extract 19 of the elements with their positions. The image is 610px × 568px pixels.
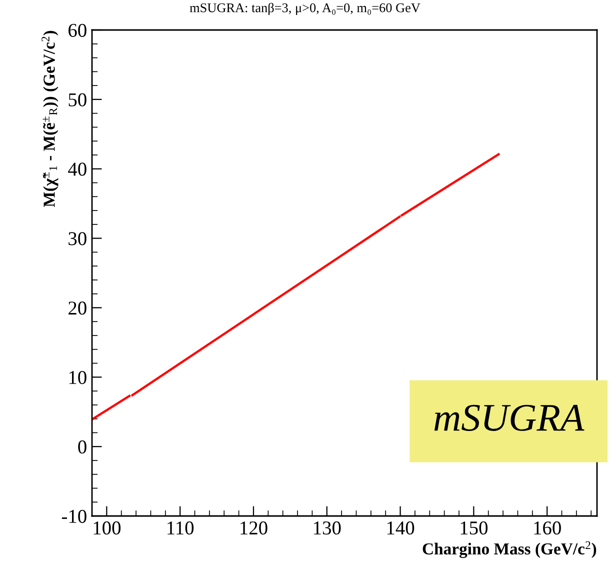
y-tick-label: 40 <box>68 162 86 176</box>
x-tick-label: 130 <box>314 521 341 535</box>
x-axis-title: Chargino Mass (GeV/c$^{2}$) <box>422 541 596 558</box>
y-tick-label: 0 <box>78 440 86 454</box>
y-tick-label: 50 <box>68 93 86 106</box>
y-tick-label: 20 <box>68 302 86 315</box>
x-tick-label: 120 <box>240 521 268 535</box>
y-tick-label: 60 <box>68 24 86 37</box>
y-tick-label: -10 <box>62 510 86 523</box>
y-tick-label: 10 <box>69 370 86 384</box>
x-tick-label: 150 <box>460 521 488 535</box>
chart-title: mSUGRA: tanβ=3, μ>0, A₀=0, m₀=60 GeV <box>190 2 420 15</box>
text: M(χ̃$^{±}$$_{1}$ - M(ẽ$^{±}$$_{R}$)) (GeV/c$^{2}$) <box>42 30 58 208</box>
y-tick-label: 30 <box>68 232 86 246</box>
x-tick-label: 140 <box>387 521 414 535</box>
x-tick-label: 160 <box>534 521 561 535</box>
x-tick-label: 100 <box>94 521 121 535</box>
x-tick-label: 110 <box>168 521 194 535</box>
annotation: mSUGRA <box>434 404 584 431</box>
